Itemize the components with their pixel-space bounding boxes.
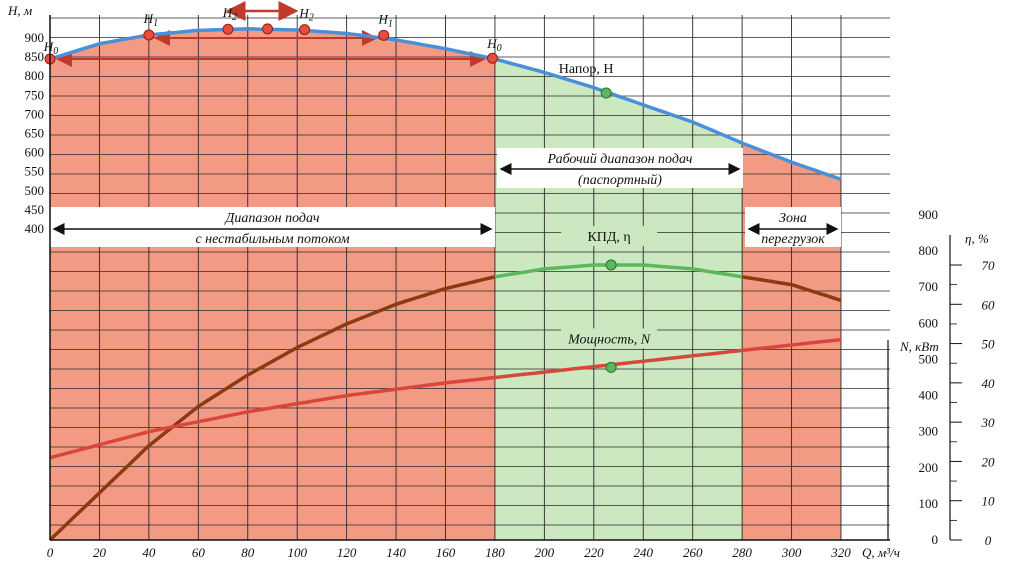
x-tick-label: 260 [683,545,703,560]
power-tick-label: 500 [919,351,939,366]
x-tick-label: 200 [535,545,555,560]
head-point [378,29,390,41]
band-label-line2: с нестабильным потоком [195,232,349,247]
efficiency-curve-right [741,275,842,303]
efficiency-axis-title: η, % [965,231,989,246]
band-labels-layer: Диапазон подач с нестабильным потоком Рабо… [50,1,841,247]
series-marker [600,87,612,99]
band-label-line2: (паспортный) [578,173,662,188]
x-tick-label: 120 [337,545,357,560]
head-point-subscript: 1 [153,18,158,29]
head-point [143,29,155,41]
head-tick-label: 900 [25,30,45,45]
head-point [222,23,234,35]
head-point-label: H2 [222,5,237,23]
power-tick-label: 100 [919,496,939,511]
head-curve [49,27,842,181]
x-tick-label: 180 [485,545,505,560]
efficiency-tick-label: 60 [982,297,996,312]
x-tick-label: 280 [732,545,752,560]
efficiency-curve-working [494,263,743,279]
head-tick-label: 800 [25,68,45,83]
series-marker [605,361,617,373]
x-axis-title: Q, м³/ч [862,545,900,560]
head-point-label: H1 [143,11,158,29]
power-axis-title: N, кВт [899,339,939,354]
head-axis-title: H, м [7,3,32,18]
power-tick-label: 0 [932,532,939,547]
head-tick-label: 450 [25,202,45,217]
power-tick-label: 400 [919,388,939,403]
head-tick-label: 650 [25,126,45,141]
head-tick-label: 850 [25,49,45,64]
x-tick-label: 300 [781,545,802,560]
head-point-subscript: 0 [53,46,58,57]
x-tick-label: 80 [241,545,255,560]
head-tick-label: 600 [25,145,45,160]
head-point [299,24,311,36]
x-tick-label: 320 [830,545,851,560]
x-tick-label: 240 [634,545,654,560]
curves-layer: Напор, H КПД, η Мощность, N [48,27,842,542]
series-label: КПД, η [587,230,630,245]
x-tick-label: 220 [584,545,604,560]
power-tick-label: 800 [919,243,939,258]
efficiency-tick-label: 30 [981,415,996,430]
series-label: Мощность, N [567,332,651,347]
power-tick-label: 900 [919,207,939,222]
head-point-label: H1 [378,11,393,29]
band-label-line1: Зона [779,211,807,226]
axes-layer: 0 20 40 60 80 100 120 140 160 180 200 220 240 260 280 3… [7,3,995,560]
power-curve [49,337,842,460]
efficiency-tick-label: 70 [982,258,996,273]
efficiency-curve-left [48,275,496,542]
x-tick-label: 160 [436,545,456,560]
band-label-line1: Диапазон подач [223,211,319,226]
head-point-subscript: 2 [309,13,314,24]
head-point-subscript: 2 [232,12,237,23]
band-label-line1: Рабочий диапазон подач [547,152,693,167]
series-label: Напор, H [559,62,614,77]
power-tick-label: 300 [919,424,939,439]
series-label-bg [561,226,658,246]
x-tick-label: 60 [192,545,206,560]
power-tick-label: 700 [919,279,939,294]
efficiency-tick-label: 0 [985,533,992,548]
band-label-line2: перегрузок [761,232,825,247]
series-label-bg [561,328,658,349]
head-tick-label: 750 [25,87,45,102]
x-tick-label: 100 [287,545,307,560]
head-point-subscript: 1 [388,18,393,29]
x-tick-label: 140 [386,545,406,560]
head-point [262,23,274,35]
efficiency-tick-label: 20 [982,454,996,469]
head-point [486,52,498,64]
x-tick-label: 40 [142,545,156,560]
power-tick-label: 600 [919,315,939,330]
x-tick-label: 0 [47,545,54,560]
power-tick-label: 200 [919,460,939,475]
head-point-label: H0 [486,36,501,54]
head-tick-label: 550 [25,164,45,179]
efficiency-tick-label: 40 [982,376,996,391]
head-point-label: H2 [298,6,313,24]
zone-0 [50,28,495,541]
efficiency-tick-label: 50 [982,337,996,352]
head-point-subscript: 0 [497,43,502,54]
head-tick-label: 400 [25,221,45,236]
zone-1 [494,59,743,540]
head-tick-label: 500 [25,183,45,198]
efficiency-tick-label: 10 [982,494,996,509]
x-tick-label: 20 [93,545,107,560]
series-marker [605,259,617,271]
head-tick-label: 700 [25,106,45,121]
